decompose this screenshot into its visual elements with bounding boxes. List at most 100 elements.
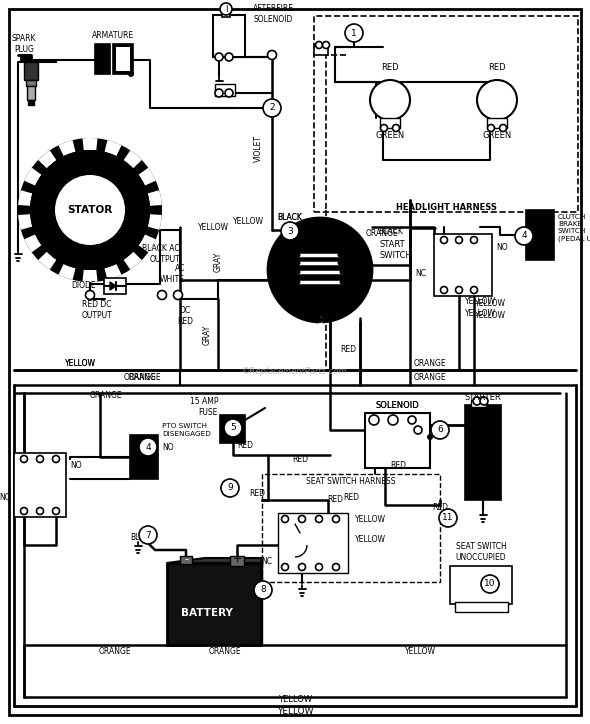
Text: GREEN: GREEN bbox=[375, 132, 405, 140]
Wedge shape bbox=[139, 235, 156, 253]
Text: STARTER: STARTER bbox=[465, 392, 502, 402]
Circle shape bbox=[470, 287, 477, 293]
Wedge shape bbox=[38, 252, 57, 270]
Text: NC: NC bbox=[415, 269, 426, 279]
Text: BLACK AC
OUTPUT: BLACK AC OUTPUT bbox=[142, 244, 180, 264]
Text: RED: RED bbox=[488, 64, 506, 72]
Circle shape bbox=[339, 279, 345, 285]
Text: 4: 4 bbox=[521, 232, 527, 240]
Text: RED: RED bbox=[381, 64, 399, 72]
Circle shape bbox=[477, 80, 517, 120]
Circle shape bbox=[473, 397, 481, 405]
Text: 3: 3 bbox=[287, 227, 293, 235]
Circle shape bbox=[337, 261, 343, 266]
Polygon shape bbox=[167, 558, 262, 563]
Text: SOLENOID: SOLENOID bbox=[375, 402, 419, 411]
Wedge shape bbox=[123, 252, 142, 270]
Text: SOLENOID: SOLENOID bbox=[375, 402, 419, 411]
Circle shape bbox=[221, 479, 239, 497]
Circle shape bbox=[439, 509, 457, 527]
Circle shape bbox=[21, 508, 28, 515]
Text: ORANGE: ORANGE bbox=[90, 390, 123, 400]
Circle shape bbox=[408, 416, 416, 424]
Text: 11: 11 bbox=[442, 513, 454, 523]
Wedge shape bbox=[38, 151, 57, 168]
Text: GRAY: GRAY bbox=[214, 252, 222, 272]
Text: YELLOW: YELLOW bbox=[464, 309, 496, 319]
Bar bbox=[167, 563, 261, 645]
Bar bbox=[104, 278, 126, 294]
Text: +: + bbox=[232, 554, 242, 564]
Circle shape bbox=[281, 563, 289, 571]
Text: YELLOW: YELLOW bbox=[464, 298, 496, 306]
Text: ORANGE: ORANGE bbox=[209, 647, 241, 655]
Circle shape bbox=[263, 99, 281, 117]
Circle shape bbox=[281, 222, 299, 240]
Text: YELLOW: YELLOW bbox=[232, 217, 264, 227]
Bar bbox=[434, 234, 492, 296]
Text: NC: NC bbox=[0, 494, 10, 502]
Text: 4: 4 bbox=[145, 442, 151, 452]
Circle shape bbox=[455, 237, 463, 243]
Bar bbox=[471, 400, 486, 407]
Circle shape bbox=[317, 317, 323, 323]
Text: BLACK: BLACK bbox=[378, 227, 403, 237]
Circle shape bbox=[269, 277, 275, 283]
Bar bbox=[220, 415, 245, 443]
Circle shape bbox=[53, 508, 60, 515]
Circle shape bbox=[333, 515, 339, 523]
Text: ORANGE: ORANGE bbox=[414, 374, 446, 382]
Circle shape bbox=[323, 41, 329, 49]
Text: SPARK
PLUG: SPARK PLUG bbox=[12, 34, 36, 54]
Text: 2: 2 bbox=[269, 104, 275, 112]
Circle shape bbox=[296, 279, 300, 285]
Circle shape bbox=[267, 51, 277, 59]
Text: GRAY: GRAY bbox=[202, 325, 211, 345]
Circle shape bbox=[316, 41, 323, 49]
Text: RED: RED bbox=[432, 502, 448, 511]
Wedge shape bbox=[139, 168, 156, 185]
Bar bbox=[95, 44, 110, 74]
Bar bbox=[14, 453, 66, 517]
Bar bbox=[526, 210, 554, 260]
Text: AFTERFIRE
SOLENOID: AFTERFIRE SOLENOID bbox=[253, 4, 294, 24]
Circle shape bbox=[254, 581, 272, 599]
Circle shape bbox=[224, 419, 242, 437]
Circle shape bbox=[158, 290, 166, 300]
Text: YELLOW: YELLOW bbox=[64, 360, 96, 369]
Text: I: I bbox=[225, 4, 227, 14]
Bar bbox=[130, 435, 158, 479]
Text: ORANGE: ORANGE bbox=[99, 647, 132, 655]
Wedge shape bbox=[148, 214, 162, 230]
Polygon shape bbox=[261, 558, 262, 645]
Text: RED: RED bbox=[249, 489, 265, 499]
Circle shape bbox=[267, 104, 277, 112]
Bar bbox=[222, 9, 230, 17]
Text: NC: NC bbox=[261, 557, 272, 565]
Bar bbox=[230, 556, 244, 566]
Text: VIOLET: VIOLET bbox=[254, 135, 263, 161]
Wedge shape bbox=[18, 190, 32, 206]
Text: 6: 6 bbox=[437, 426, 443, 434]
Circle shape bbox=[369, 415, 379, 425]
Circle shape bbox=[392, 125, 399, 132]
Bar bbox=[487, 118, 507, 128]
Text: START
SWITCH: START SWITCH bbox=[380, 240, 413, 260]
Bar bbox=[180, 556, 192, 564]
Bar bbox=[365, 413, 430, 468]
Circle shape bbox=[220, 3, 232, 15]
Text: ©ReplacementParts.com: ©ReplacementParts.com bbox=[242, 368, 348, 376]
Circle shape bbox=[515, 227, 533, 245]
Circle shape bbox=[339, 269, 345, 274]
Circle shape bbox=[316, 563, 323, 571]
Bar bbox=[262, 474, 440, 582]
Circle shape bbox=[215, 89, 223, 97]
Text: CLUTCH
BRAKE
SWITCH
(PEDAL UP): CLUTCH BRAKE SWITCH (PEDAL UP) bbox=[558, 214, 590, 242]
Text: NO: NO bbox=[496, 243, 507, 253]
Wedge shape bbox=[18, 214, 32, 230]
Polygon shape bbox=[110, 282, 116, 290]
Text: YELLOW: YELLOW bbox=[64, 358, 96, 368]
Circle shape bbox=[441, 287, 447, 293]
Wedge shape bbox=[104, 264, 122, 280]
Bar bbox=[213, 15, 245, 57]
